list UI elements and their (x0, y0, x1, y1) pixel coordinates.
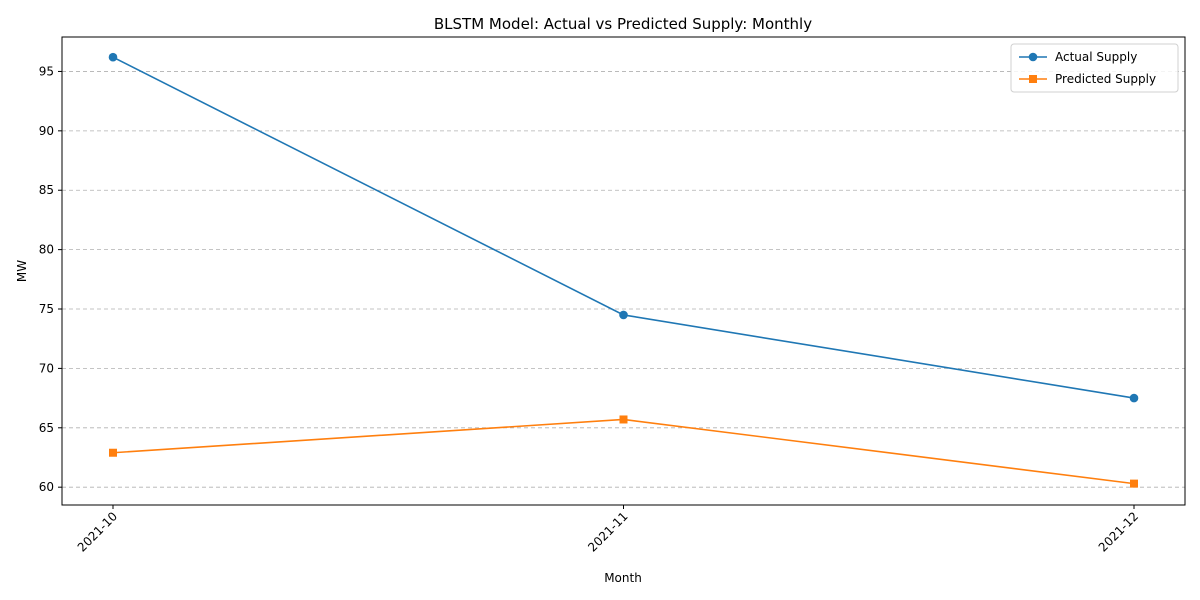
chart-title: BLSTM Model: Actual vs Predicted Supply:… (434, 15, 812, 33)
grid-lines (62, 71, 1185, 488)
series-actual-supply (108, 52, 1139, 403)
legend-item: Predicted Supply (1019, 72, 1156, 86)
legend-item: Actual Supply (1019, 50, 1137, 64)
y-axis-label: MW (15, 260, 29, 282)
y-axis: 60 65 70 75 80 85 90 95 (39, 64, 62, 494)
data-point (619, 310, 628, 320)
legend-label: Actual Supply (1055, 50, 1137, 64)
data-point (108, 52, 118, 62)
data-point (1129, 393, 1139, 403)
y-tick-label: 60 (39, 480, 54, 494)
x-axis-label: Month (604, 571, 642, 585)
y-tick-label: 75 (39, 302, 54, 316)
legend-box (1010, 43, 1179, 93)
y-tick-label: 65 (39, 421, 54, 435)
data-point (109, 448, 117, 457)
y-tick-label: 70 (39, 361, 54, 375)
legend-label: Predicted Supply (1055, 72, 1156, 86)
y-tick-label: 85 (39, 183, 54, 197)
y-tick-label: 80 (39, 243, 54, 257)
y-tick-label: 95 (39, 64, 54, 78)
legend: Actual Supply Predicted Supply (1010, 43, 1179, 93)
legend-swatch-marker (1029, 75, 1037, 83)
legend-swatch-marker (1028, 52, 1038, 62)
data-point (619, 415, 628, 424)
series-predicted-supply (109, 415, 1138, 488)
data-point (1130, 479, 1138, 488)
series-layer (108, 52, 1139, 488)
y-tick-label: 90 (39, 124, 54, 138)
